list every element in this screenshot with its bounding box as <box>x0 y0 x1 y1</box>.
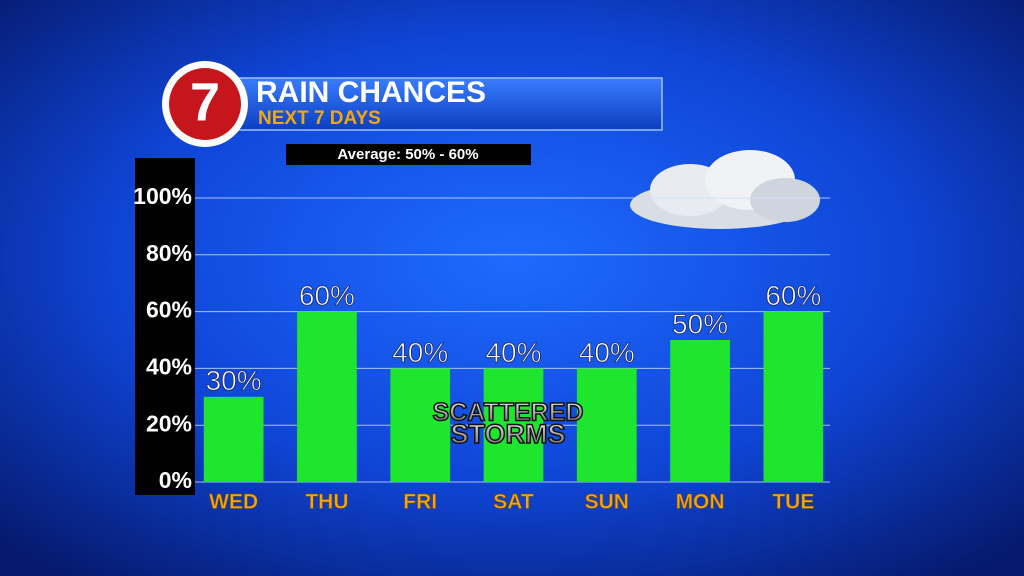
note-box <box>286 144 531 165</box>
value-label: 40% <box>392 337 448 368</box>
x-tick-label: SAT <box>493 491 534 514</box>
annotation-line: STORMS <box>450 419 565 449</box>
x-tick-label: THU <box>305 491 348 514</box>
bar <box>483 368 544 482</box>
value-label: 40% <box>485 337 541 368</box>
bar <box>297 311 357 482</box>
chart-title: RAIN CHANCES <box>256 76 486 109</box>
value-label: 30% <box>206 365 262 396</box>
value-label: 50% <box>672 308 728 339</box>
x-tick-label: FRI <box>403 491 437 514</box>
bar <box>576 368 637 482</box>
logo-text: 7 <box>190 72 220 132</box>
value-label: 40% <box>579 337 635 368</box>
bar <box>203 396 264 482</box>
y-tick-label: 20% <box>146 410 192 436</box>
annotation: SCATTERED STORMS <box>432 398 584 450</box>
y-tick-label: 100% <box>133 183 192 209</box>
x-tick-label: MON <box>676 491 725 514</box>
value-label: 60% <box>765 280 821 311</box>
x-tick-label: SUN <box>585 491 629 514</box>
y-tick-label: 80% <box>146 240 192 266</box>
logo-disc <box>169 68 241 140</box>
bar <box>390 368 451 482</box>
x-tick-label: TUE <box>772 491 814 514</box>
title-banner <box>234 77 663 131</box>
bar <box>670 340 730 482</box>
y-tick-label: 60% <box>146 297 192 323</box>
y-axis-panel <box>135 158 195 495</box>
value-label: 60% <box>299 280 355 311</box>
bar <box>763 311 824 482</box>
x-tick-label: WED <box>209 491 258 514</box>
y-tick-label: 40% <box>146 353 192 379</box>
y-tick-label: 0% <box>159 467 192 493</box>
annotation-line: SCATTERED <box>433 399 584 427</box>
note: Average: 50% - 60% <box>337 146 478 163</box>
chart-subtitle: NEXT 7 DAYS <box>258 108 381 129</box>
cloud-icon <box>630 150 820 229</box>
